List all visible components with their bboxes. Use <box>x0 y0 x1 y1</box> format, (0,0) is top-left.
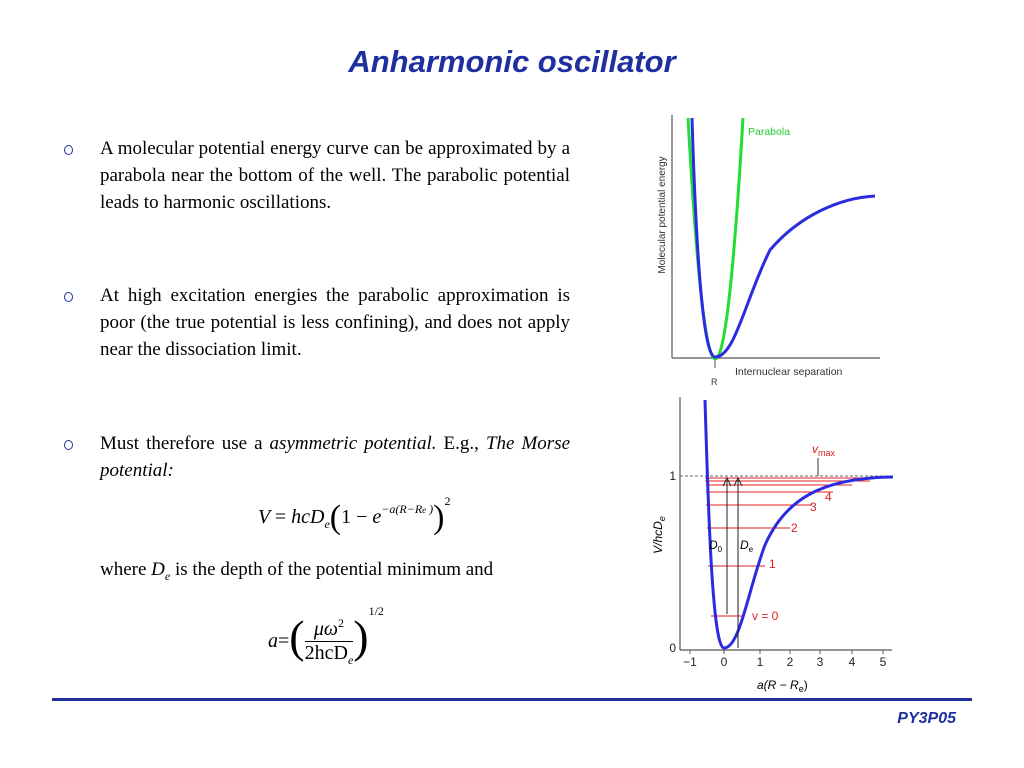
text: v <box>812 442 819 456</box>
text: D <box>151 559 165 580</box>
formula-part: 2hcD <box>304 642 348 665</box>
bullet-marker <box>64 292 73 302</box>
figure-potential: Parabola Molecular potential energy Inte… <box>657 115 880 387</box>
de-label: De <box>740 538 754 554</box>
slide-title: Anharmonic oscillator <box>348 44 676 79</box>
bullet: At high excitation energies the paraboli… <box>64 282 570 363</box>
formula-sub: e <box>422 505 427 515</box>
bullet-emphasis: asymmetric potential. <box>269 433 437 454</box>
text: e <box>749 545 754 554</box>
formula-sub: e <box>324 517 330 531</box>
x-tick-label: 4 <box>849 655 856 669</box>
level-label: 2 <box>791 521 798 535</box>
bullet-text: At high excitation energies the paraboli… <box>100 285 570 360</box>
text: e <box>164 568 171 583</box>
curve-label: Parabola <box>748 126 790 138</box>
formula-part: hcD <box>291 506 325 528</box>
formula-part: 2 <box>338 616 345 631</box>
level-labels: v = 0 1 2 3 4 <box>752 490 832 623</box>
bullet-marker <box>64 145 73 155</box>
text: D <box>740 538 749 552</box>
y-ticks: 1 0 <box>669 469 676 655</box>
formula-power: 1/2 <box>368 604 384 618</box>
formula-part: ) <box>429 502 434 516</box>
level-label: 4 <box>825 490 832 504</box>
a-formula: a=(μω2 2hcDe)1/2 <box>268 604 384 668</box>
denominator: 2hcDe <box>305 642 354 668</box>
x-axis-label: Internuclear separation <box>735 366 843 378</box>
formula-part: = <box>274 506 287 528</box>
text: ) <box>804 678 808 692</box>
y-axis-label: V/hcDe <box>651 516 667 554</box>
text: a(R − R <box>757 678 799 692</box>
formula-part: e <box>372 506 382 528</box>
formula-part: = <box>278 630 290 652</box>
x-axis-label: a(R − Re) <box>757 678 808 694</box>
text: e <box>799 684 804 694</box>
level-label: 3 <box>810 500 817 514</box>
bullet-emphasis: The Morse potential: <box>100 433 571 481</box>
formula-paren: ( <box>289 611 305 662</box>
x-tick-label: −1 <box>683 655 697 669</box>
fraction: μω2 2hcDe <box>304 616 354 668</box>
bullet: A molecular potential energy curve can b… <box>64 135 570 216</box>
formula-paren: ( <box>329 499 342 536</box>
text: e <box>657 516 667 521</box>
bullet-text: A molecular potential energy curve can b… <box>100 138 570 213</box>
x-tick-label: 2 <box>787 655 794 669</box>
arrow-heads <box>722 476 743 487</box>
x-tick-label: 5 <box>880 655 887 669</box>
level-label: v = 0 <box>752 609 779 623</box>
formula-sub: e <box>347 653 354 668</box>
bullet-text: E.g., <box>443 433 479 454</box>
bullet: Must therefore use a asymmetric potentia… <box>64 430 571 484</box>
where-text: where De is the depth of the potential m… <box>100 556 570 590</box>
formula-part: 1 − <box>341 506 368 528</box>
x-tick-label: 0 <box>721 655 728 669</box>
y-tick-label: 1 <box>669 469 676 483</box>
bullet-marker <box>64 440 73 450</box>
text: D <box>709 538 718 552</box>
bullet-text: Must therefore use a <box>100 433 263 454</box>
text: 0 <box>718 545 723 554</box>
text: V/hcD <box>651 521 665 554</box>
formula-part: V <box>258 506 270 528</box>
d0-label: D0 <box>709 538 723 554</box>
formula-power: 2 <box>444 494 451 508</box>
re-label: R <box>711 377 718 387</box>
numerator: μω2 <box>304 616 354 643</box>
footer-text: PY3P05 <box>897 710 956 727</box>
footer-rule <box>52 698 972 701</box>
x-tick-label: 1 <box>757 655 764 669</box>
y-tick-label: 0 <box>669 641 676 655</box>
x-tick-label: 3 <box>817 655 824 669</box>
level-label: 1 <box>769 557 776 571</box>
morse-formula: V = hcDe(1 − e−a(R−Re ))2 <box>258 494 450 537</box>
formula-part: −a(R−R <box>381 502 423 516</box>
formula-paren: ) <box>353 611 369 662</box>
vmax-label: vmax <box>812 442 836 458</box>
figure-morse: D0 De vmax v = 0 1 2 3 4 1 0 −1 0 1 2 3 4 5 V/… <box>651 397 894 694</box>
formula-paren: ) <box>433 499 445 536</box>
morse-curve <box>690 117 876 359</box>
text: max <box>818 448 836 458</box>
morse-curve <box>703 399 894 650</box>
formula-exponent: −a(R−Re ) <box>381 502 433 516</box>
x-ticks: −1 0 1 2 3 4 5 <box>683 650 887 669</box>
formula-part: μω <box>313 618 339 641</box>
text: where <box>100 559 147 580</box>
text: is the depth of the potential minimum an… <box>174 559 494 580</box>
y-axis-label: Molecular potential energy <box>657 156 668 273</box>
levels <box>705 458 885 617</box>
formula-part: a <box>268 630 278 652</box>
